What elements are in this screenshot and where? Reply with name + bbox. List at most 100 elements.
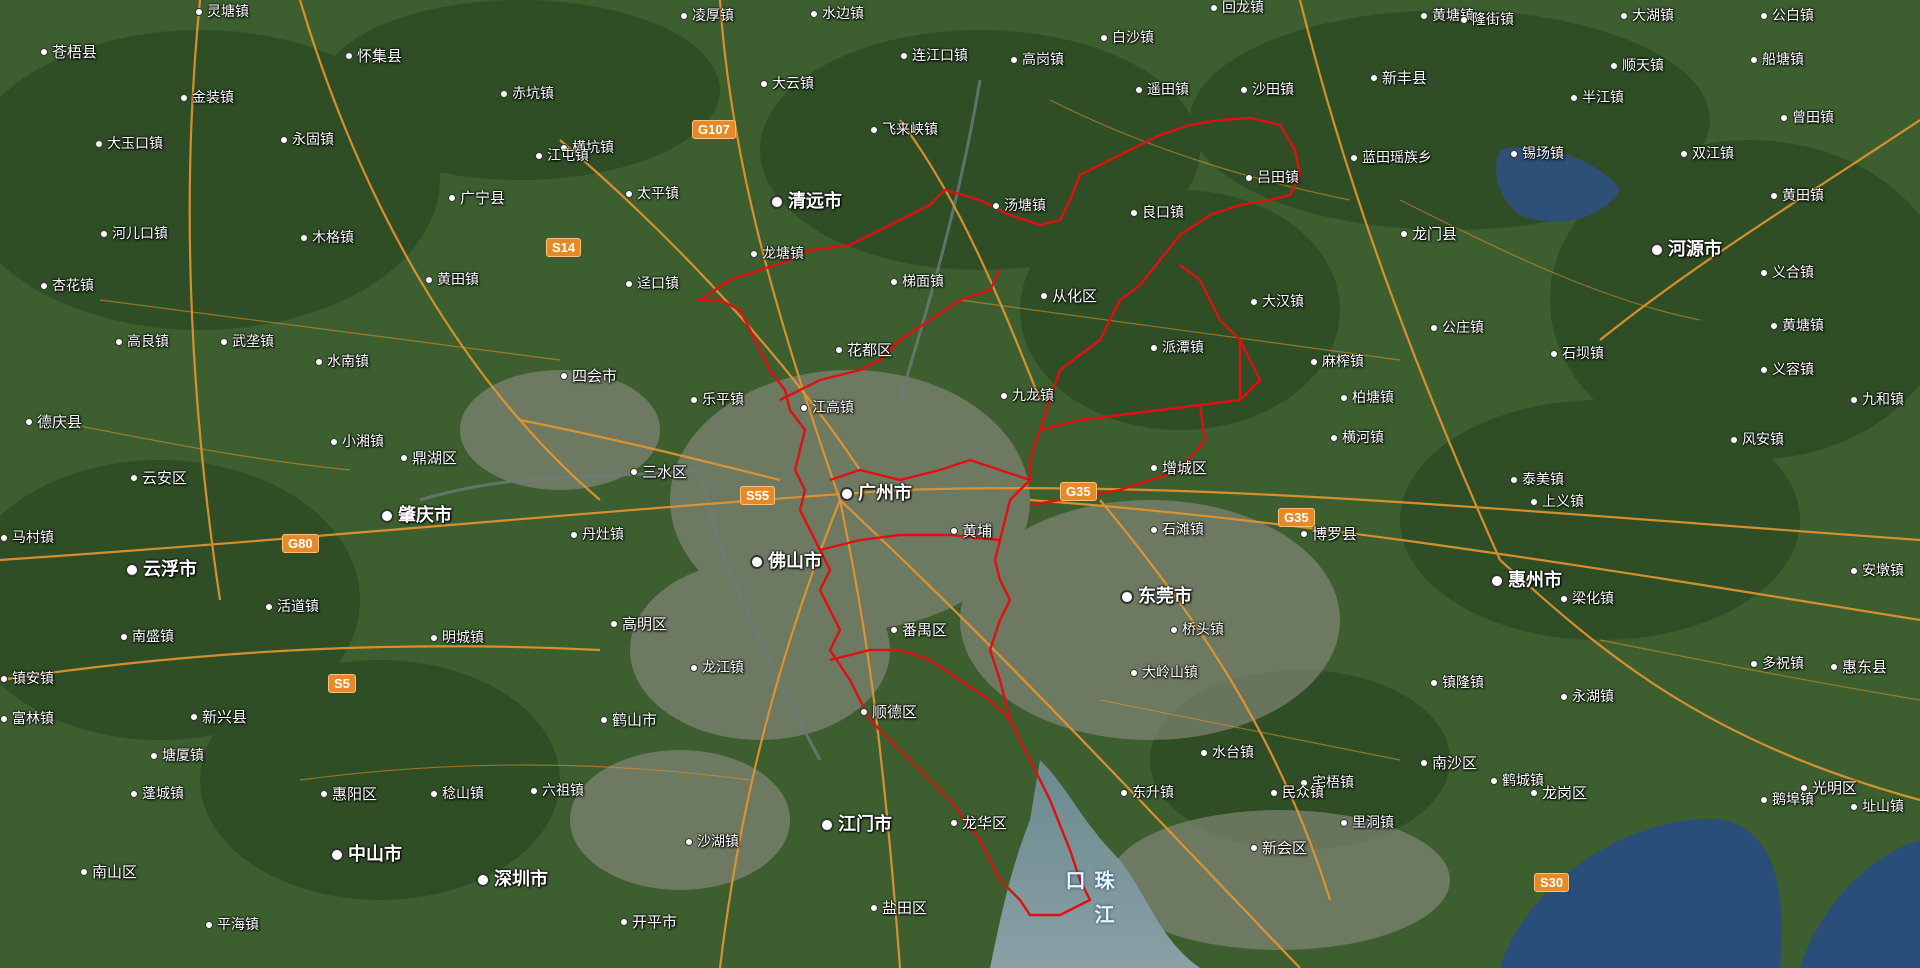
place-name: 新会区 bbox=[1262, 839, 1308, 857]
place-label: 吕田镇 bbox=[1245, 170, 1299, 186]
place-marker-icon bbox=[810, 10, 818, 18]
place-label: 光明区 bbox=[1800, 780, 1857, 796]
place-marker-icon bbox=[95, 140, 103, 148]
place-marker-icon bbox=[1510, 150, 1518, 158]
road-shield: G35 bbox=[1060, 482, 1097, 501]
place-label: 黄塘镇 bbox=[1770, 318, 1824, 334]
place-label: 大云镇 bbox=[760, 76, 814, 92]
place-label: 鼎湖区 bbox=[400, 450, 457, 466]
place-marker-icon bbox=[25, 418, 33, 426]
place-marker-icon bbox=[535, 152, 543, 160]
place-name: 三水区 bbox=[642, 463, 688, 481]
place-name: 盐田区 bbox=[882, 899, 928, 917]
place-name: 广州市 bbox=[858, 483, 912, 504]
place-label: 横河镇 bbox=[1330, 430, 1384, 446]
place-name: 大湖镇 bbox=[1632, 8, 1674, 24]
place-label: 明城镇 bbox=[430, 630, 484, 646]
place-name: 大云镇 bbox=[772, 76, 814, 92]
place-marker-icon bbox=[130, 790, 138, 798]
place-marker-icon bbox=[992, 202, 1000, 210]
place-label: 回龙镇 bbox=[1210, 0, 1264, 16]
place-label: 船塘镇 bbox=[1750, 52, 1804, 68]
place-name: 黄田镇 bbox=[1782, 188, 1824, 204]
place-label: 博罗县 bbox=[1300, 526, 1357, 542]
place-marker-icon bbox=[1650, 243, 1664, 257]
place-name: 太平镇 bbox=[637, 186, 679, 202]
place-marker-icon bbox=[890, 626, 898, 634]
place-name: 连江口镇 bbox=[912, 48, 968, 64]
place-marker-icon bbox=[1490, 777, 1498, 785]
place-name: 永湖镇 bbox=[1572, 689, 1614, 705]
place-label: 上义镇 bbox=[1530, 494, 1584, 510]
place-marker-icon bbox=[330, 438, 338, 446]
place-name: 安墩镇 bbox=[1862, 563, 1904, 579]
place-label: 飞来峡镇 bbox=[870, 122, 938, 138]
place-name: 公庄镇 bbox=[1442, 320, 1484, 336]
place-label: 鹤城镇 bbox=[1490, 773, 1544, 789]
place-name: 怀集县 bbox=[357, 47, 403, 65]
place-marker-icon bbox=[1000, 392, 1008, 400]
place-name: 黄塘镇 bbox=[1782, 318, 1824, 334]
place-marker-icon bbox=[690, 664, 698, 672]
place-marker-icon bbox=[1245, 174, 1253, 182]
place-label: 新会区 bbox=[1250, 840, 1307, 856]
place-marker-icon bbox=[1560, 595, 1568, 603]
place-name: 新兴县 bbox=[202, 708, 248, 726]
place-marker-icon bbox=[1200, 749, 1208, 757]
place-marker-icon bbox=[1330, 434, 1338, 442]
road-shield: S30 bbox=[1534, 873, 1570, 892]
place-marker-icon bbox=[950, 527, 958, 535]
place-marker-icon bbox=[760, 80, 768, 88]
place-name: 白沙镇 bbox=[1112, 30, 1154, 46]
place-name: 龙岗区 bbox=[1542, 784, 1588, 802]
place-name: 石滩镇 bbox=[1162, 522, 1204, 538]
place-marker-icon bbox=[625, 280, 633, 288]
place-name: 泰美镇 bbox=[1522, 472, 1564, 488]
place-label: 公庄镇 bbox=[1430, 320, 1484, 336]
place-marker-icon bbox=[1800, 784, 1808, 792]
place-marker-icon bbox=[1850, 803, 1858, 811]
place-label: 宅梧镇 bbox=[1300, 775, 1354, 791]
place-marker-icon bbox=[280, 136, 288, 144]
place-label: 深圳市 bbox=[476, 870, 548, 890]
place-label: 惠阳区 bbox=[320, 786, 377, 802]
place-label: 石滩镇 bbox=[1150, 522, 1204, 538]
place-name: 花都区 bbox=[847, 341, 893, 359]
place-marker-icon bbox=[1250, 844, 1258, 852]
place-marker-icon bbox=[1490, 574, 1504, 588]
road-shield: S55 bbox=[740, 486, 776, 505]
place-marker-icon bbox=[560, 372, 568, 380]
place-label: 白沙镇 bbox=[1100, 30, 1154, 46]
place-name: 水边镇 bbox=[822, 6, 864, 22]
place-label: 址山镇 bbox=[1850, 799, 1904, 815]
place-marker-icon bbox=[425, 276, 433, 284]
place-label: 鹤山市 bbox=[600, 712, 657, 728]
place-name: 梯面镇 bbox=[902, 274, 944, 290]
place-name: 东莞市 bbox=[1138, 586, 1192, 607]
place-name: 活道镇 bbox=[277, 599, 319, 615]
place-name: 鹤城镇 bbox=[1502, 773, 1544, 789]
place-label: 顺天镇 bbox=[1610, 58, 1664, 74]
place-label: 赤坑镇 bbox=[500, 86, 554, 102]
place-label: 富林镇 bbox=[0, 711, 54, 727]
place-name: 宅梧镇 bbox=[1312, 775, 1354, 791]
place-marker-icon bbox=[500, 90, 508, 98]
place-name: 赤坑镇 bbox=[512, 86, 554, 102]
place-name: 高明区 bbox=[622, 615, 668, 633]
place-marker-icon bbox=[1210, 4, 1218, 12]
place-label: 风安镇 bbox=[1730, 432, 1784, 448]
place-label: 义容镇 bbox=[1760, 362, 1814, 378]
place-label: 小湘镇 bbox=[330, 434, 384, 450]
place-name: 番禺区 bbox=[902, 621, 948, 639]
place-label: 双江镇 bbox=[1680, 146, 1734, 162]
place-marker-icon bbox=[820, 818, 834, 832]
place-name: 高良镇 bbox=[127, 334, 169, 350]
guangzhou-boundary bbox=[696, 116, 1302, 917]
place-label: 柏塘镇 bbox=[1340, 390, 1394, 406]
place-marker-icon bbox=[115, 338, 123, 346]
place-marker-icon bbox=[770, 195, 784, 209]
place-label: 平海镇 bbox=[205, 917, 259, 933]
place-name: 黄埔 bbox=[962, 522, 993, 540]
place-marker-icon bbox=[80, 868, 88, 876]
